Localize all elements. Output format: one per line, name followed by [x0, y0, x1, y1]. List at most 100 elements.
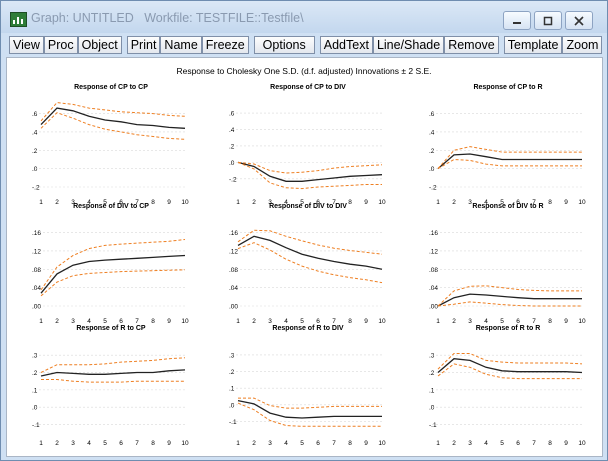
chart-7-xtick-label: 10 — [181, 440, 189, 447]
chart-9-xtick-label: 4 — [484, 440, 488, 447]
chart-2-ytick-label: .2 — [229, 143, 235, 150]
chart-7-xtick-label: 9 — [167, 440, 171, 447]
chart-5-xtick-label: 8 — [348, 318, 352, 325]
graph-panel[interactable]: Response to Cholesky One S.D. (d.f. adju… — [6, 57, 603, 457]
chart-1-lower-band — [40, 112, 186, 140]
addtext-button[interactable]: AddText — [319, 36, 373, 54]
chart-7-ytick-label: .1 — [32, 387, 38, 394]
chart-6-ytick-label: .04 — [429, 285, 438, 292]
chart-2-xtick-label: 7 — [332, 199, 336, 206]
chart-3-ytick-label: .4 — [429, 129, 435, 136]
remove-button[interactable]: Remove — [444, 36, 499, 54]
chart-5-xtick-label: 5 — [300, 318, 304, 325]
name-button[interactable]: Name — [160, 36, 202, 54]
chart-2-ytick-label: .6 — [229, 111, 235, 118]
chart-7-xtick-label: 8 — [151, 440, 155, 447]
chart-3-xtick-label: 7 — [532, 199, 536, 206]
chart-7-ytick-label: .2 — [32, 370, 38, 377]
window-title: Graph: UNTITLED Workfile: TESTFILE::Test… — [31, 11, 304, 25]
chart-3-xtick-label: 8 — [548, 199, 552, 206]
chart-1-title: Response of CP to CP — [74, 84, 148, 91]
chart-3-xtick-label: 1 — [436, 199, 440, 206]
chart-7-xtick-label: 6 — [119, 440, 123, 447]
chart-2-ytick-label: -.2 — [229, 176, 237, 183]
chart-1-xtick-label: 9 — [167, 199, 171, 206]
chart-6-xtick-label: 9 — [564, 318, 568, 325]
chart-6-xtick-label: 6 — [516, 318, 520, 325]
chart-8-xtick-label: 8 — [348, 440, 352, 447]
chart-9-xtick-label: 9 — [564, 440, 568, 447]
chart-2-ytick-label: .0 — [229, 160, 235, 167]
chart-8-ytick-label: .1 — [229, 386, 235, 393]
graph-icon — [10, 12, 27, 27]
chart-6-xtick-label: 3 — [468, 318, 472, 325]
freeze-button[interactable]: Freeze — [201, 36, 249, 54]
chart-1-xtick-label: 4 — [87, 199, 91, 206]
chart-9-xtick-label: 2 — [452, 440, 456, 447]
chart-4-ytick-label: .04 — [32, 285, 41, 292]
chart-5-title: Response of DIV to DIV — [269, 203, 347, 210]
chart-4-ytick-label: .16 — [32, 230, 41, 237]
close-button[interactable] — [565, 11, 593, 30]
chart-4-xtick-label: 6 — [119, 318, 123, 325]
chart-3-xtick-label: 9 — [564, 199, 568, 206]
chart-6-ytick-label: .08 — [429, 267, 438, 274]
minimize-button[interactable] — [503, 11, 531, 30]
chart-9-ytick-label: -.1 — [429, 422, 437, 429]
chart-3-lower-band — [437, 158, 582, 170]
chart-3-ytick-label: .6 — [429, 111, 435, 118]
chart-5-xtick-label: 2 — [252, 318, 256, 325]
chart-8-title: Response of R to DIV — [272, 325, 344, 332]
chart-9-ytick-label: .1 — [429, 387, 435, 394]
chart-6-xtick-label: 4 — [484, 318, 488, 325]
chart-5-xtick-label: 4 — [284, 318, 288, 325]
chart-1-xtick-label: 1 — [39, 199, 43, 206]
chart-4-xtick-label: 4 — [87, 318, 91, 325]
zoom-button[interactable]: Zoom — [562, 36, 603, 54]
chart-1-ytick-label: .2 — [32, 148, 38, 155]
proc-button[interactable]: Proc — [43, 36, 78, 54]
title-bar[interactable]: Graph: UNTITLED Workfile: TESTFILE::Test… — [1, 1, 607, 33]
line-shade-button[interactable]: Line/Shade — [372, 36, 445, 54]
chart-2-upper-band — [237, 161, 383, 174]
chart-8-xtick-label: 6 — [316, 440, 320, 447]
chart-5-xtick-label: 3 — [268, 318, 272, 325]
options-button[interactable]: Options — [253, 36, 315, 54]
print-button[interactable]: Print — [126, 36, 161, 54]
chart-3-ytick-label: .2 — [429, 148, 435, 155]
chart-6-title: Response of DIV to R — [472, 203, 543, 210]
maximize-button[interactable] — [534, 11, 562, 30]
template-button[interactable]: Template — [503, 36, 563, 54]
chart-4-lower-band — [40, 269, 186, 297]
view-button[interactable]: View — [9, 36, 44, 54]
chart-5-upper-band — [237, 229, 383, 255]
chart-7-title: Response of R to CP — [76, 325, 146, 332]
chart-4-xtick-label: 1 — [39, 318, 43, 325]
chart-4-xtick-label: 5 — [103, 318, 107, 325]
chart-6-ytick-label: .00 — [429, 304, 438, 311]
chart-1-xtick-label: 2 — [55, 199, 59, 206]
object-button[interactable]: Object — [77, 36, 122, 54]
chart-3-ytick-label: .0 — [429, 166, 435, 173]
chart-4-xtick-label: 8 — [151, 318, 155, 325]
chart-4-ytick-label: .08 — [32, 267, 41, 274]
chart-2-xtick-label: 4 — [284, 199, 288, 206]
chart-8-ytick-label: .3 — [229, 352, 235, 359]
chart-9-ytick-label: .2 — [429, 370, 435, 377]
chart-7-lower-band — [41, 379, 185, 383]
chart-7-ytick-label: -.1 — [32, 422, 40, 429]
chart-5-response-line — [237, 235, 383, 270]
chart-9-xtick-label: 3 — [468, 440, 472, 447]
chart-8-ytick-label: .2 — [229, 369, 235, 376]
chart-3-response-line — [437, 153, 582, 170]
chart-4-response-line — [40, 254, 186, 294]
workfile-label: Workfile: TESTFILE::Testfile\ — [144, 11, 304, 25]
chart-8-ytick-label: .0 — [229, 402, 235, 409]
chart-5-ytick-label: .12 — [229, 248, 238, 255]
chart-7-ytick-label: .0 — [32, 405, 38, 412]
chart-2-response-line — [237, 161, 383, 182]
chart-1-xtick-label: 10 — [181, 199, 189, 206]
chart-9-ytick-label: .3 — [429, 353, 435, 360]
chart-6-upper-band — [437, 285, 582, 307]
